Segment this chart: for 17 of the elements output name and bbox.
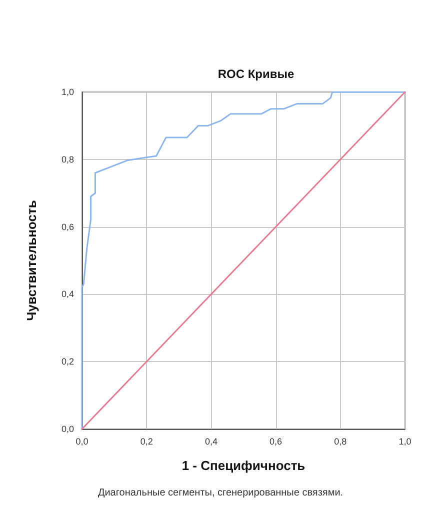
- text: Диагональные сегменты, сгенерированные связями.: [98, 488, 344, 498]
- y-tick-label: 0,0: [61, 424, 74, 434]
- y-tick-label: 0,4: [61, 289, 74, 300]
- y-tick-label: 1,0: [61, 87, 74, 97]
- y-tick-label: 0,6: [61, 222, 74, 232]
- x-tick-label: 0,8: [334, 436, 347, 446]
- x-tick-label: 0,2: [140, 436, 153, 446]
- x-tick-label: 0,6: [270, 436, 282, 446]
- x-tick-label: 1,0: [398, 436, 412, 446]
- y-tick-label: 0,8: [61, 154, 74, 164]
- y-tick-label: 0,2: [61, 356, 74, 367]
- x-tick-label: 0,0: [76, 436, 88, 446]
- x-tick-label: 0,4: [204, 436, 218, 446]
- line-series: [81, 91, 406, 430]
- chart-title: ROC Кривые: [218, 67, 294, 81]
- x-axis-title: 1 - Специфичность: [182, 458, 306, 473]
- y-axis-title: Чувствительность: [24, 200, 39, 321]
